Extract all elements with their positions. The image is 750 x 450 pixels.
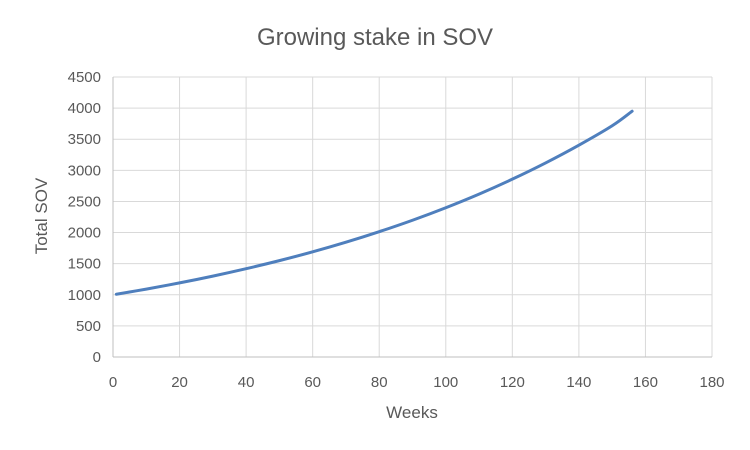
y-tick-label: 500 (76, 318, 101, 335)
y-tick-labels: 0 500 1000 1500 2000 2500 3000 3500 4000 4500 (68, 69, 101, 366)
x-tick-label: 100 (433, 374, 458, 391)
chart-title: Growing stake in SOV (257, 24, 493, 51)
y-tick-label: 3000 (68, 162, 101, 179)
y-tick-label: 3500 (68, 131, 101, 148)
x-axis-label: Weeks (386, 403, 438, 422)
y-tick-label: 0 (93, 349, 101, 366)
x-tick-label: 20 (171, 374, 188, 391)
x-tick-labels: 0 20 40 60 80 100 120 140 160 180 (109, 374, 725, 391)
x-tick-label: 120 (500, 374, 525, 391)
x-tick-label: 80 (371, 374, 388, 391)
x-tick-label: 60 (304, 374, 321, 391)
series-group (114, 109, 634, 296)
y-tick-label: 1500 (68, 256, 101, 273)
x-tick-label: 160 (633, 374, 658, 391)
y-tick-label: 1000 (68, 287, 101, 304)
y-tick-label: 4000 (68, 100, 101, 117)
y-tick-label: 2000 (68, 225, 101, 242)
y-axis-label: Total SOV (32, 177, 51, 254)
y-tick-label: 4500 (68, 69, 101, 86)
x-tick-label: 0 (109, 374, 117, 391)
y-tick-label: 2500 (68, 193, 101, 210)
x-tick-label: 140 (566, 374, 591, 391)
x-tick-label: 40 (238, 374, 255, 391)
series-line-total-sov (114, 109, 634, 296)
grid-lines (113, 76, 713, 357)
x-tick-label: 180 (699, 374, 724, 391)
axes (112, 77, 712, 358)
